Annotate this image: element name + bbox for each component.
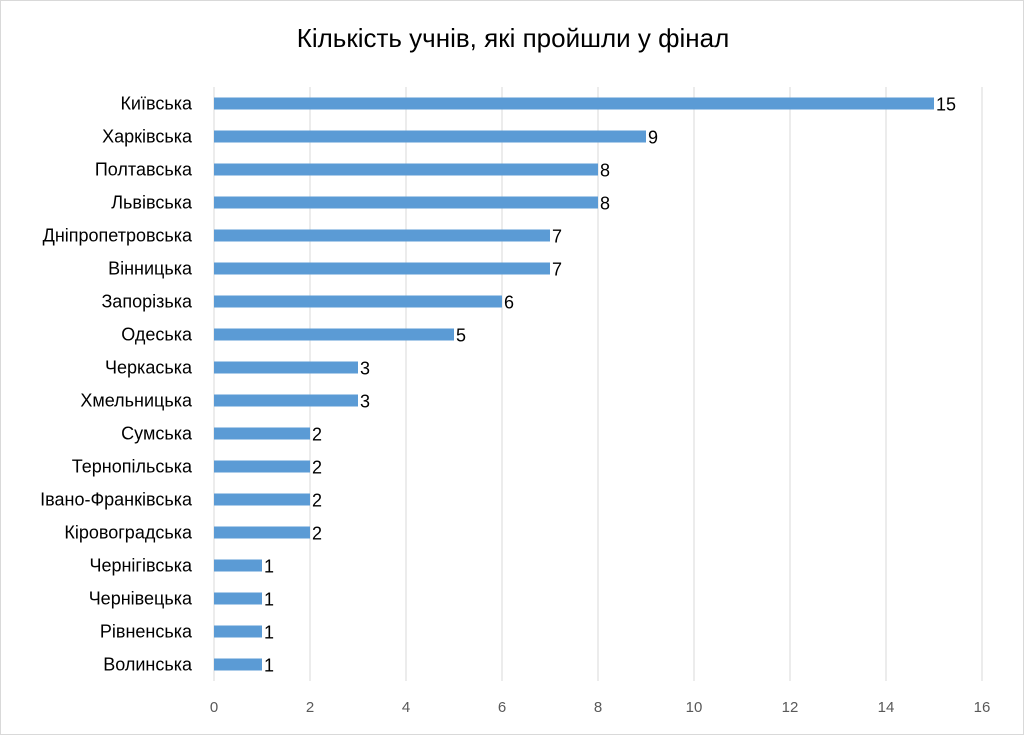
bar-7: [214, 328, 454, 341]
value-label-13: 2: [312, 524, 322, 544]
x-tick-label-5: 10: [686, 699, 703, 716]
value-label-14: 1: [264, 557, 274, 577]
bar-0: [214, 97, 934, 110]
bar-6: [214, 295, 502, 308]
category-label-5: Вінницька: [108, 259, 193, 279]
value-label-7: 5: [456, 326, 466, 346]
category-label-6: Запорізька: [101, 292, 193, 312]
x-tick-label-4: 8: [594, 699, 602, 716]
value-label-3: 8: [600, 194, 610, 214]
x-tick-label-7: 14: [878, 699, 895, 716]
bar-5: [214, 262, 550, 275]
value-label-11: 2: [312, 458, 322, 478]
category-label-4: Дніпропетровська: [43, 226, 193, 246]
category-label-10: Сумська: [121, 424, 193, 444]
gridlines: [213, 87, 983, 681]
category-label-3: Львівська: [111, 193, 193, 213]
bars: [214, 97, 934, 671]
bar-1: [214, 130, 646, 143]
bar-2: [214, 163, 598, 176]
value-label-1: 9: [648, 128, 658, 148]
bar-16: [214, 625, 262, 638]
category-label-13: Кіровоградська: [64, 523, 193, 543]
category-label-1: Харківська: [102, 127, 193, 147]
value-label-5: 7: [552, 260, 562, 280]
value-label-10: 2: [312, 425, 322, 445]
category-label-15: Чернівецька: [89, 589, 193, 609]
value-label-12: 2: [312, 491, 322, 511]
bar-10: [214, 427, 310, 440]
value-label-2: 8: [600, 161, 610, 181]
category-label-11: Тернопільська: [72, 457, 193, 477]
value-label-15: 1: [264, 590, 274, 610]
category-label-2: Полтавська: [95, 160, 193, 180]
category-label-14: Чернігівська: [89, 556, 193, 576]
x-tick-label-0: 0: [210, 699, 218, 716]
bar-17: [214, 658, 262, 671]
value-label-0: 15: [936, 95, 956, 115]
x-tick-label-8: 16: [974, 699, 991, 716]
value-label-4: 7: [552, 227, 562, 247]
bar-15: [214, 592, 262, 605]
category-label-0: Київська: [120, 94, 193, 114]
bar-8: [214, 361, 358, 374]
value-label-16: 1: [264, 623, 274, 643]
value-label-17: 1: [264, 656, 274, 676]
value-label-6: 6: [504, 293, 514, 313]
chart-title: Кількість учнів, які пройшли у фінал: [296, 23, 730, 53]
bar-13: [214, 526, 310, 539]
value-label-8: 3: [360, 359, 370, 379]
category-label-12: Івано-Франківська: [40, 490, 193, 510]
category-label-8: Черкаська: [105, 358, 193, 378]
x-tick-label-1: 2: [306, 699, 314, 716]
category-label-17: Волинська: [103, 655, 193, 675]
x-tick-label-3: 6: [498, 699, 506, 716]
bar-4: [214, 229, 550, 242]
bar-12: [214, 493, 310, 506]
x-tick-label-6: 12: [782, 699, 799, 716]
bar-3: [214, 196, 598, 209]
bar-14: [214, 559, 262, 572]
category-label-16: Рівненська: [100, 622, 193, 642]
category-label-9: Хмельницька: [80, 391, 193, 411]
bar-11: [214, 460, 310, 473]
value-label-9: 3: [360, 392, 370, 412]
bar-9: [214, 394, 358, 407]
x-tick-label-2: 4: [402, 699, 410, 716]
category-label-7: Одеська: [121, 325, 193, 345]
